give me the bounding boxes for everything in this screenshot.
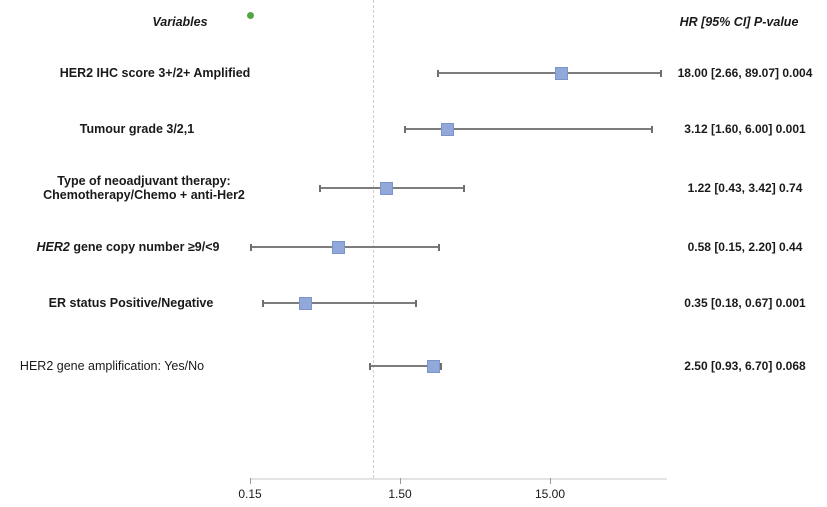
- row-label-line: Type of neoadjuvant therapy:: [43, 174, 245, 188]
- variables-column-header: Variables: [152, 15, 208, 29]
- row-hr-ci-pvalue: 18.00 [2.66, 89.07] 0.004: [677, 66, 813, 80]
- ci-line: [250, 246, 440, 248]
- axis-tick: [400, 478, 401, 484]
- hr-point-marker: [441, 122, 455, 136]
- hr-point-marker: [331, 240, 345, 254]
- ci-line: [368, 365, 442, 367]
- ci-cap-right: [651, 125, 654, 133]
- x-axis-line: [250, 478, 667, 480]
- hr-point-marker: [555, 66, 569, 80]
- row-label-line: ER status Positive/Negative: [49, 296, 214, 310]
- ci-cap-right: [462, 184, 465, 192]
- ci-line: [437, 72, 663, 74]
- ci-cap-left: [404, 125, 407, 133]
- ci-cap-right: [415, 299, 418, 307]
- row-hr-ci-pvalue: 0.58 [0.15, 2.20] 0.44: [687, 240, 803, 254]
- ci-cap-right: [439, 362, 442, 370]
- row-hr-ci-pvalue: 1.22 [0.43, 3.42] 0.74: [687, 181, 803, 195]
- axis-tick: [550, 478, 551, 484]
- hr-point-marker: [426, 359, 440, 373]
- hr-ci-pvalue-column-header: HR [95% CI] P-value: [679, 15, 799, 29]
- ci-line: [261, 302, 418, 304]
- row-hr-ci-pvalue: 0.35 [0.18, 0.67] 0.001: [684, 296, 806, 310]
- ci-cap-left: [318, 184, 321, 192]
- ci-cap-right: [437, 243, 440, 251]
- row-label-segment: HER2 gene amplification: Yes/No: [19, 359, 205, 373]
- reference-line-hr-1: [373, 0, 374, 478]
- ci-cap-left: [261, 299, 264, 307]
- row-hr-ci-pvalue: 2.50 [0.93, 6.70] 0.068: [684, 359, 806, 373]
- row-label-segment: Chemotherapy/Chemo + anti-Her2: [43, 188, 245, 202]
- row-label-segment: HER2 IHC score 3+/2+ Amplified: [59, 66, 251, 80]
- axis-tick-label: 15.00: [534, 487, 566, 501]
- row-label-line: HER2 gene copy number ≥9/<9: [37, 240, 220, 254]
- row-label-line: HER2 IHC score 3+/2+ Amplified: [60, 66, 251, 80]
- ci-cap-left: [250, 243, 252, 251]
- axis-tick-label: 0.15: [238, 487, 262, 501]
- row-hr-ci-pvalue: 3.12 [1.60, 6.00] 0.001: [684, 122, 806, 136]
- row-label-segment: Type of neoadjuvant therapy:: [57, 174, 231, 188]
- row-label-line: Tumour grade 3/2,1: [80, 122, 194, 136]
- row-label-segment: ER status Positive/Negative: [48, 296, 214, 310]
- row-label: HER2 IHC score 3+/2+ Amplified: [60, 66, 251, 80]
- ci-line: [404, 128, 654, 130]
- row-label: ER status Positive/Negative: [49, 296, 214, 310]
- green-dot-marker: [247, 12, 254, 19]
- row-label: Tumour grade 3/2,1: [80, 122, 194, 136]
- axis-tick-label: 1.50: [388, 487, 412, 501]
- row-label-line: Chemotherapy/Chemo + anti-Her2: [43, 188, 245, 202]
- row-label-italic-segment: HER2: [36, 240, 70, 254]
- row-label: HER2 gene amplification: Yes/No: [20, 359, 204, 373]
- row-label: Type of neoadjuvant therapy: Chemotherapy…: [43, 174, 245, 202]
- row-label-segment: gene copy number ≥9/<9: [69, 240, 220, 254]
- row-label: HER2 gene copy number ≥9/<9: [37, 240, 220, 254]
- row-label-line: HER2 gene amplification: Yes/No: [20, 359, 204, 373]
- axis-tick: [250, 478, 251, 484]
- ci-cap-left: [368, 362, 371, 370]
- row-label-segment: Tumour grade 3/2,1: [79, 122, 195, 136]
- ci-cap-left: [437, 69, 440, 77]
- ci-cap-right: [660, 69, 663, 77]
- hr-point-marker: [380, 181, 394, 195]
- hr-point-marker: [298, 296, 312, 310]
